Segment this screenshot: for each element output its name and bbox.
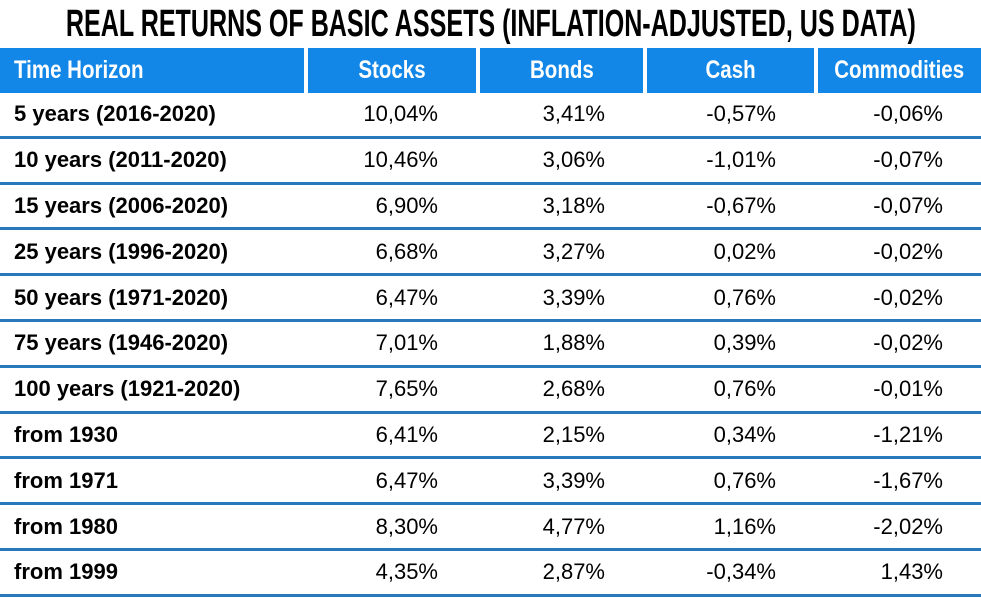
cell-commodities: -0,01%: [873, 376, 943, 402]
cell-cash: 0,34%: [713, 421, 776, 447]
cell-stocks: 6,90%: [375, 192, 438, 218]
cell-time-horizon: 75 years (1946-2020): [14, 330, 229, 356]
cell-bonds: 3,06%: [542, 147, 605, 173]
cell-time-horizon: 10 years (2011-2020): [14, 147, 227, 173]
table-row: from 1971 6,47% 3,39% 0,76% -1,67%: [0, 459, 981, 506]
table-row: from 1930 6,41% 2,15% 0,34% -1,21%: [0, 413, 981, 460]
header-cell-stocks: Stocks: [304, 48, 476, 93]
cell-commodities: -1,21%: [873, 421, 943, 447]
table-row: 25 years (1996-2020) 6,68% 3,27% 0,02% -…: [0, 230, 981, 277]
cell-time-horizon: from 1980: [14, 513, 118, 539]
returns-table: Time Horizon Stocks Bonds Cash Commoditi…: [0, 48, 981, 597]
cell-bonds: 4,77%: [542, 513, 605, 539]
cell-bonds: 3,39%: [542, 284, 605, 310]
cell-stocks: 10,46%: [363, 147, 438, 173]
cell-stocks: 10,04%: [363, 101, 438, 127]
table-row: 50 years (1971-2020) 6,47% 3,39% 0,76% -…: [0, 276, 981, 322]
cell-bonds: 3,27%: [542, 238, 605, 264]
cell-time-horizon: from 1971: [14, 467, 118, 493]
header-cell-cash: Cash: [643, 48, 814, 93]
cell-cash: -1,01%: [706, 147, 776, 173]
cell-time-horizon: from 1930: [14, 421, 118, 447]
cell-time-horizon: 100 years (1921-2020): [14, 376, 241, 402]
table-row: 10 years (2011-2020) 10,46% 3,06% -1,01%…: [0, 138, 981, 185]
cell-commodities: -0,07%: [873, 147, 943, 173]
cell-cash: 0,76%: [713, 467, 776, 493]
cell-stocks: 4,35%: [375, 559, 438, 585]
cell-commodities: -0,02%: [873, 284, 943, 310]
cell-cash: 0,02%: [713, 238, 776, 264]
title-bar: REAL RETURNS OF BASIC ASSETS (INFLATION-…: [0, 0, 981, 48]
cell-cash: -0,67%: [706, 192, 776, 218]
cell-cash: 0,76%: [713, 376, 776, 402]
cell-stocks: 7,01%: [375, 330, 438, 356]
cell-commodities: -0,02%: [873, 330, 943, 356]
cell-bonds: 2,87%: [542, 559, 605, 585]
cell-stocks: 7,65%: [375, 376, 438, 402]
cell-time-horizon: 25 years (1996-2020): [14, 238, 229, 264]
cell-cash: -0,57%: [706, 101, 776, 127]
header-cell-time-horizon: Time Horizon: [0, 48, 304, 93]
cell-stocks: 6,68%: [375, 238, 438, 264]
table-row: from 1980 8,30% 4,77% 1,16% -2,02%: [0, 505, 981, 551]
table-row: 75 years (1946-2020) 7,01% 1,88% 0,39% -…: [0, 321, 981, 368]
table-row: 100 years (1921-2020) 7,65% 2,68% 0,76% …: [0, 367, 981, 414]
header-label: Stocks: [358, 56, 426, 84]
cell-bonds: 3,18%: [542, 192, 605, 218]
page-title: REAL RETURNS OF BASIC ASSETS (INFLATION-…: [65, 3, 916, 45]
table-row: 5 years (2016-2020) 10,04% 3,41% -0,57% …: [0, 93, 981, 139]
cell-stocks: 8,30%: [375, 513, 438, 539]
table-row: from 1999 4,35% 2,87% -0,34% 1,43%: [0, 550, 981, 597]
cell-commodities: 1,43%: [880, 559, 943, 585]
header-label: Time Horizon: [14, 56, 144, 84]
header-label: Commodities: [834, 56, 965, 84]
cell-stocks: 6,47%: [375, 284, 438, 310]
cell-stocks: 6,47%: [375, 467, 438, 493]
cell-bonds: 3,39%: [542, 467, 605, 493]
cell-cash: -0,34%: [706, 559, 776, 585]
header-label: Cash: [705, 56, 756, 84]
cell-time-horizon: 5 years (2016-2020): [14, 101, 216, 127]
cell-time-horizon: from 1999: [14, 559, 118, 585]
cell-commodities: -0,07%: [873, 192, 943, 218]
cell-commodities: -1,67%: [873, 467, 943, 493]
cell-cash: 0,76%: [713, 284, 776, 310]
cell-time-horizon: 15 years (2006-2020): [14, 192, 229, 218]
cell-bonds: 2,15%: [542, 421, 605, 447]
cell-time-horizon: 50 years (1971-2020): [14, 284, 229, 310]
cell-bonds: 2,68%: [542, 376, 605, 402]
table-row: 15 years (2006-2020) 6,90% 3,18% -0,67% …: [0, 184, 981, 231]
header-label: Bonds: [529, 56, 594, 84]
cell-commodities: -2,02%: [873, 513, 943, 539]
cell-cash: 0,39%: [713, 330, 776, 356]
header-cell-bonds: Bonds: [476, 48, 643, 93]
header-cell-commodities: Commodities: [814, 48, 981, 93]
cell-cash: 1,16%: [713, 513, 776, 539]
cell-stocks: 6,41%: [375, 421, 438, 447]
cell-bonds: 1,88%: [542, 330, 605, 356]
cell-bonds: 3,41%: [542, 101, 605, 127]
cell-commodities: -0,06%: [873, 101, 943, 127]
table-header-row: Time Horizon Stocks Bonds Cash Commoditi…: [0, 48, 981, 93]
cell-commodities: -0,02%: [873, 238, 943, 264]
